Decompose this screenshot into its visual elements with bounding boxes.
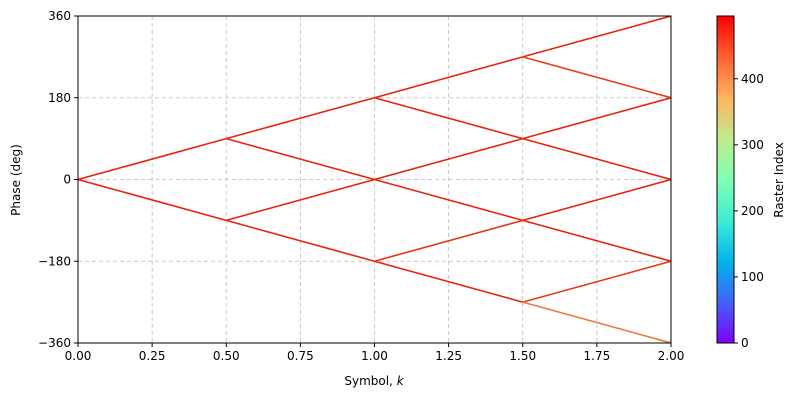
- trellis-segment: [78, 178, 227, 222]
- x-tick-label: 0.00: [65, 349, 92, 363]
- trellis-segment: [522, 56, 671, 99]
- trellis-segment: [226, 96, 375, 140]
- colorbar-tick-label: 400: [741, 72, 764, 86]
- trellis-segment: [226, 178, 375, 222]
- colorbar-tick-label: 200: [741, 204, 764, 218]
- trellis-segment: [226, 137, 375, 181]
- trellis-segment: [78, 137, 227, 181]
- trellis-segment: [522, 301, 671, 343]
- colorbar: 0 100 200 300 400 Raster Index: [716, 15, 786, 350]
- x-tick-label: 1.00: [361, 349, 388, 363]
- y-axis: −360 −180 0 180 360: [38, 9, 78, 350]
- colorbar-label: Raster Index: [772, 142, 786, 218]
- trellis-segment: [522, 96, 671, 140]
- y-tick-label: −180: [38, 254, 71, 268]
- x-axis-label: Symbol, k: [344, 374, 404, 388]
- x-tick-label: 1.75: [584, 349, 611, 363]
- colorbar-tick-label: 100: [741, 270, 764, 284]
- x-tick-label: 0.50: [213, 349, 240, 363]
- trellis-segment: [374, 260, 523, 303]
- trellis-segment: [374, 178, 523, 222]
- trellis-segment: [374, 56, 523, 99]
- y-axis-label: Phase (deg): [9, 144, 23, 216]
- trellis-segment: [522, 219, 671, 263]
- trellis-segment: [522, 178, 671, 222]
- trellis-segment: [522, 16, 671, 58]
- trellis-segment: [374, 219, 523, 263]
- colorbar-tick-label: 300: [741, 138, 764, 152]
- trellis-lines: [78, 16, 671, 343]
- x-tick-label: 1.50: [509, 349, 536, 363]
- x-tick-label: 1.25: [435, 349, 462, 363]
- x-tick-label: 0.25: [139, 349, 166, 363]
- trellis-segment: [374, 137, 523, 181]
- trellis-segment: [522, 260, 671, 303]
- y-tick-label: 360: [48, 9, 71, 23]
- trellis-segment: [522, 137, 671, 181]
- y-tick-label: 180: [48, 91, 71, 105]
- trellis-segment: [226, 219, 375, 263]
- colorbar-ticks: 0 100 200 300 400: [734, 72, 764, 350]
- x-tick-label: 0.75: [287, 349, 314, 363]
- colorbar-gradient: [717, 16, 734, 343]
- x-axis: 0.00 0.25 0.50 0.75 1.00 1.25 1.50 1.75 2.00: [65, 343, 685, 363]
- y-tick-label: 0: [63, 173, 71, 187]
- colorbar-frame: [716, 15, 735, 344]
- x-tick-label: 2.00: [658, 349, 685, 363]
- colorbar-tick-label: 0: [741, 336, 749, 350]
- trellis-segment: [374, 96, 523, 140]
- y-tick-label: −360: [38, 336, 71, 350]
